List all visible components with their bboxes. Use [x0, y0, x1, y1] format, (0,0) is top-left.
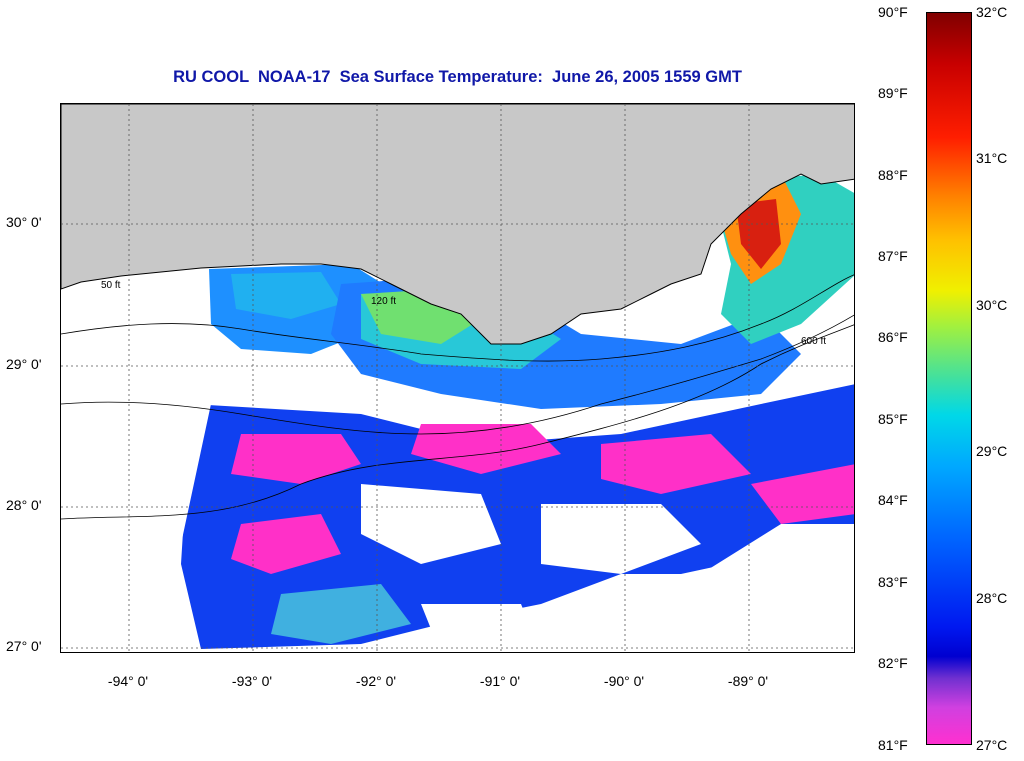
- colorbar-f-81: 81°F: [878, 737, 908, 753]
- contour-120ft: [61, 314, 854, 435]
- cloud-gap-5: [61, 304, 211, 544]
- lon-label-93: -93° 0': [231, 673, 273, 689]
- lon-label-92: -92° 0': [355, 673, 397, 689]
- colorbar-f-84: 84°F: [878, 492, 908, 508]
- lon-label-90: -90° 0': [603, 673, 645, 689]
- temperature-colorbar: [926, 12, 972, 745]
- colorbar-f-90: 90°F: [878, 4, 908, 20]
- cloud-gap-1: [361, 484, 501, 564]
- colorbar-c-27: 27°C: [976, 737, 1008, 753]
- colorbar-f-82: 82°F: [878, 655, 908, 671]
- colorbar-f-88: 88°F: [878, 167, 908, 183]
- lat-label-28: 28° 0': [6, 497, 42, 513]
- colorbar-c-32: 32°C: [976, 4, 1008, 20]
- contour-label-600ft-a: 600 ft: [801, 336, 826, 347]
- contour-600ft: [61, 324, 854, 520]
- colorbar-f-83: 83°F: [878, 574, 908, 590]
- graticule: [61, 104, 854, 652]
- sst-patch-offshore-mag2: [411, 424, 561, 474]
- sst-patch-offshore-mag1: [231, 434, 361, 484]
- sst-patch-offshore-mag4: [231, 514, 341, 574]
- sst-map[interactable]: 50 ft 120 ft 600 ft: [60, 103, 855, 653]
- colorbar-c-28: 28°C: [976, 590, 1008, 606]
- cloud-gap-3: [681, 544, 854, 652]
- colorbar-f-86: 86°F: [878, 329, 908, 345]
- colorbar-c-31: 31°C: [976, 150, 1008, 166]
- sst-data-layer: [61, 174, 854, 652]
- colorbar-f-87: 87°F: [878, 248, 908, 264]
- lon-label-89: -89° 0': [727, 673, 769, 689]
- map-canvas: 50 ft 120 ft 600 ft: [61, 104, 854, 652]
- cloud-gap-4: [421, 604, 541, 652]
- lat-label-27: 27° 0': [6, 638, 42, 654]
- lat-label-29: 29° 0': [6, 356, 42, 372]
- map-title: RU COOL NOAA-17 Sea Surface Temperature:…: [173, 68, 742, 86]
- sst-patch-offshore-cyan: [271, 584, 411, 644]
- lat-label-30: 30° 0': [6, 214, 42, 230]
- sst-patch-west-cyan: [231, 272, 341, 319]
- lon-label-94: -94° 0': [107, 673, 149, 689]
- sst-patch-offshore-mag5: [751, 464, 854, 524]
- colorbar-f-89: 89°F: [878, 85, 908, 101]
- contour-50ft: [61, 274, 854, 362]
- sst-patch-offshore-mag3: [601, 434, 751, 494]
- colorbar-c-29: 29°C: [976, 443, 1008, 459]
- contour-label-120ft-a: 120 ft: [371, 296, 396, 307]
- colorbar-f-85: 85°F: [878, 411, 908, 427]
- lon-label-91: -91° 0': [479, 673, 521, 689]
- colorbar-c-30: 30°C: [976, 297, 1008, 313]
- cloud-gap-2: [541, 504, 701, 574]
- sst-patch-east-hot: [736, 199, 781, 269]
- contour-label-50ft-a: 50 ft: [101, 280, 121, 291]
- bathymetry-contours: [61, 274, 854, 520]
